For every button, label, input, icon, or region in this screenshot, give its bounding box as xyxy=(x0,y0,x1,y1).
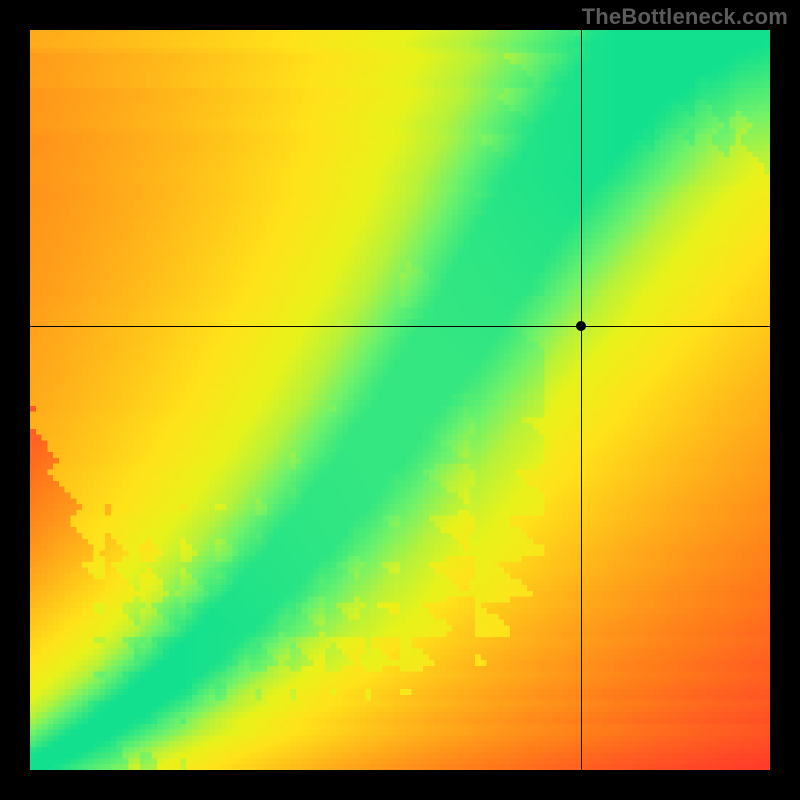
figure-container: TheBottleneck.com xyxy=(0,0,800,800)
watermark-text: TheBottleneck.com xyxy=(582,4,788,30)
heatmap-canvas xyxy=(30,30,770,770)
